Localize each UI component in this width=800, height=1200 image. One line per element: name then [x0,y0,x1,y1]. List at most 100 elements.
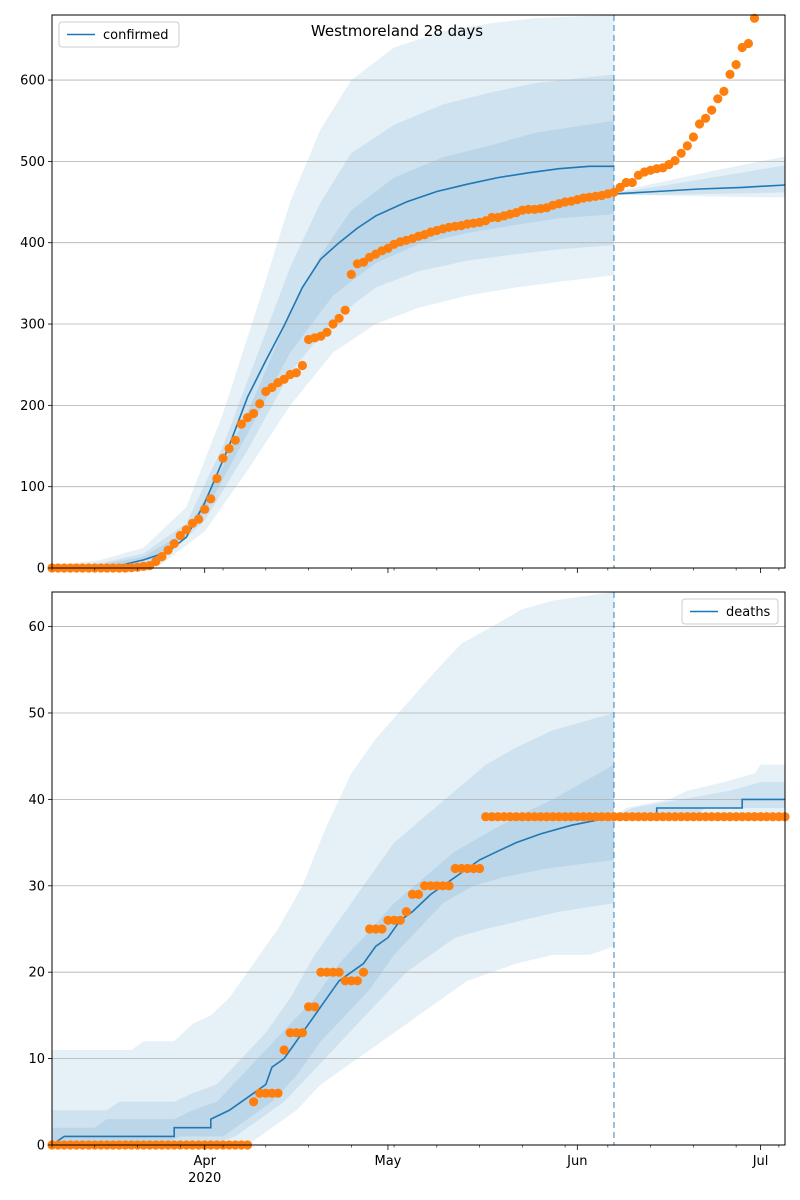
observed-point [340,305,350,315]
uncertainty-band-1 [52,15,614,568]
x-tick-label: May [375,1154,402,1169]
uncertainty-band-3 [52,120,614,568]
y-tick-label: 200 [20,399,45,414]
x-tick-label: Apr [193,1154,216,1169]
observed-point [395,915,405,925]
uncertainty-band-3 [52,764,614,1145]
observed-point [218,453,228,463]
observed-point [194,514,204,524]
observed-point [352,976,362,986]
observed-point [713,94,723,104]
observed-point [255,399,265,409]
confirmed-observed-points [47,13,760,573]
observed-point [267,382,277,393]
y-tick-label: 600 [20,74,45,89]
confirmed-legend: confirmed [58,21,180,48]
y-tick-label: 0 [37,1139,45,1154]
y-tick-label: 20 [28,966,45,981]
observed-point [444,881,454,891]
x-tick-label: Jul [752,1154,769,1169]
observed-point [163,545,173,555]
y-tick-label: 50 [28,706,45,721]
uncertainty-band-2 [52,74,614,569]
confirmed-plot-frame [51,14,786,569]
observed-point [609,187,619,197]
observed-point [249,1097,259,1107]
x-year-label: 2020 [188,1171,221,1186]
observed-point [200,504,210,514]
y-tick-label: 300 [20,318,45,333]
observed-point [475,863,485,874]
observed-point [401,907,411,917]
observed-point [731,60,741,70]
observed-point [743,38,754,49]
observed-point [273,1088,283,1098]
observed-point [181,525,191,535]
observed-point [676,148,686,158]
observed-point [291,368,301,378]
observed-point [322,327,332,337]
observed-point [725,69,735,79]
observed-point [670,156,680,166]
observed-point [334,313,344,323]
y-tick-label: 400 [20,236,45,251]
observed-point [249,408,259,419]
observed-point [310,1002,320,1012]
deaths-legend: deaths [681,598,779,625]
observed-point [413,889,424,900]
model-median-line [51,815,615,1146]
confirmed-panel: 0 100 200 300 400 500 600 Westmoreland 28 days… [20,13,786,577]
observed-point [358,257,369,267]
observed-point [175,530,185,541]
observed-point [707,105,717,115]
chart-title: Westmoreland 28 days [311,22,483,40]
observed-point [224,443,234,454]
observed-point [615,182,625,192]
y-tick-label: 60 [28,620,45,635]
observed-point [701,113,711,123]
uncertainty-band-1 [52,592,614,1145]
y-tick-label: 100 [20,480,45,495]
observed-point [694,119,705,129]
observed-point [377,924,387,934]
y-tick-label: 10 [28,1052,45,1067]
y-tick-label: 30 [28,879,45,894]
observed-point [627,177,637,188]
observed-point [157,552,167,562]
observed-point [279,1045,289,1055]
observed-point [682,141,692,151]
observed-point [358,967,369,977]
observed-point [749,13,760,23]
deaths-gridlines [52,626,785,1059]
observed-point [297,1028,307,1038]
observed-point [151,556,161,567]
observed-point [334,967,344,977]
legend-label-confirmed: confirmed [103,28,169,43]
x-axis-labels: 2020 Apr May Jun Jul [188,1154,768,1186]
legend-label-deaths: deaths [726,605,771,620]
observed-point [206,494,216,504]
legend-box [58,21,180,48]
observed-point [169,539,179,549]
confirmed-gridlines [52,79,785,488]
y-tick-label: 500 [20,155,45,170]
deaths-panel: 0 10 20 30 40 50 60 deaths [28,591,790,1154]
uncertainty-band-2 [52,713,614,1145]
legend-box [681,598,779,625]
observed-point [236,419,246,429]
observed-point [346,269,356,279]
observed-point [719,86,729,96]
observed-point [297,360,307,371]
deaths-axis-ticks: 0 10 20 30 40 50 60 [28,620,780,1154]
observed-point [212,473,222,484]
observed-point [230,435,240,445]
deaths-plot-frame [51,591,786,1146]
observed-point [688,132,699,142]
confirmed-axis-ticks: 0 100 200 300 400 500 600 [20,74,780,577]
y-tick-label: 40 [28,793,45,808]
x-tick-label: Jun [566,1154,587,1169]
observed-point [328,319,338,329]
forecast-median-line [613,184,786,195]
